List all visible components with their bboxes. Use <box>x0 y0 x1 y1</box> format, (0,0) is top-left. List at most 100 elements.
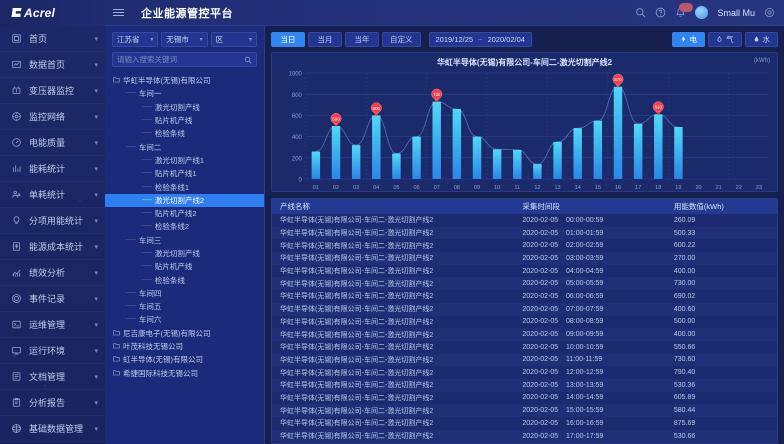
table-row[interactable]: 华虹半导体(无锡)有限公司-车间二-激光切割产线2 2020-02-05 06:0… <box>272 290 777 303</box>
tree-node[interactable]: ── 激光切割产线 <box>113 247 264 260</box>
sidebar-item-label: 监控网络 <box>29 112 66 122</box>
period-tab-3[interactable]: 自定义 <box>382 31 421 47</box>
tree-node[interactable]: ── 车间四 <box>113 287 264 300</box>
tree-node[interactable]: ── 贴片机产线 <box>113 114 264 127</box>
sidebar-item-6[interactable]: 单耗统计 ▾ <box>0 182 105 208</box>
tree-node[interactable]: ── 检验条线1 <box>113 180 264 193</box>
period-tab-1[interactable]: 当月 <box>308 31 342 47</box>
table-row[interactable]: 华虹半导体(无锡)有限公司-车间二-激光切割产线2 2020-02-05 01:0… <box>272 226 777 240</box>
top-bar: Acrel 企业能源管控平台 Small Mu <box>0 0 784 26</box>
table-row[interactable]: 华虹半导体(无锡)有限公司-车间二-激光切割产线2 2020-02-05 10:0… <box>272 340 777 354</box>
tree-node-label: 车间五 <box>138 302 162 312</box>
table-row[interactable]: 华虹半导体(无锡)有限公司-车间二-激光切割产线2 2020-02-05 02:0… <box>272 239 777 253</box>
energy-bar-chart[interactable]: 0 200 400 600 800 1000 01 02 03 04 05 06 07 08 09 10 11 1… <box>272 67 777 192</box>
tree-node[interactable]: 华虹半导体(无锡)有限公司 <box>113 74 264 87</box>
tree-node[interactable]: 尼吉康电子(无锡)有限公司 <box>113 327 264 340</box>
tree-node[interactable]: 叶茂科技无锡公司 <box>113 340 264 353</box>
sidebar-item-7[interactable]: 分项用能统计 ▾ <box>0 208 105 234</box>
table-row[interactable]: 华虹半导体(无锡)有限公司-车间二-激光切割产线2 2020-02-05 14:0… <box>272 391 777 405</box>
cell-value: 550.66 <box>673 343 696 351</box>
tree-node[interactable]: ── 激光切割产线1 <box>113 154 264 167</box>
column-header-value[interactable]: 用能数值(kWh) <box>665 199 777 214</box>
brand-logo[interactable]: Acrel <box>0 0 105 26</box>
region-select-2[interactable]: 区 ▾ <box>210 32 257 47</box>
tree-node-label: 激光切割产线1 <box>154 155 205 165</box>
svg-text:800: 800 <box>292 93 303 99</box>
bell-icon[interactable] <box>675 3 694 18</box>
sidebar-item-5[interactable]: 能耗统计 ▾ <box>0 156 105 182</box>
tree-node[interactable]: ── 检验条线2 <box>113 220 264 233</box>
cell-time-range: 01:00-01:59 <box>565 229 604 237</box>
sidebar-item-2[interactable]: 变压器监控 ▾ <box>0 78 105 104</box>
column-header-name[interactable]: 产线名称 <box>272 199 515 214</box>
region-select-1[interactable]: 无锡市 ▾ <box>161 32 208 47</box>
sidebar-item-12[interactable]: 运行环境 ▾ <box>0 338 105 364</box>
energy-type-button-0[interactable]: 电 <box>671 31 705 47</box>
table-row[interactable]: 华虹半导体(无锡)有限公司-车间二-激光切割产线2 2020-02-05 15:0… <box>272 404 777 417</box>
search-icon[interactable] <box>635 7 646 18</box>
menu-toggle-icon[interactable] <box>105 9 131 16</box>
tree-node[interactable]: ── 车间二 <box>113 140 264 153</box>
cell-line-name: 华虹半导体(无锡)有限公司-车间二-激光切割产线2 <box>280 268 434 276</box>
cell-time-range: 03:00-03:59 <box>565 254 604 262</box>
table-row[interactable]: 华虹半导体(无锡)有限公司-车间二-激光切割产线2 2020-02-05 13:0… <box>272 378 777 392</box>
table-row[interactable]: 华虹半导体(无锡)有限公司-车间二-激光切割产线2 2020-02-05 12:0… <box>272 366 777 379</box>
sidebar-item-9[interactable]: 绩效分析 ▾ <box>0 260 105 286</box>
table-row[interactable]: 华虹半导体(无锡)有限公司-车间二-激光切割产线2 2020-02-05 16:0… <box>272 417 777 430</box>
main-toolbar: 当日 当月 当年 自定义 2019/12/25 ~ 2020/02/04 电 气 水 <box>265 26 784 52</box>
table-row[interactable]: 华虹半导体(无锡)有限公司-车间二-激光切割产线2 2020-02-05 07:0… <box>272 302 777 316</box>
table-row[interactable]: 华虹半导体(无锡)有限公司-车间二-激光切割产线2 2020-02-05 03:0… <box>272 252 777 265</box>
tree-node[interactable]: ── 激光切割产线 <box>113 101 264 114</box>
energy-type-button-2[interactable]: 水 <box>744 31 778 47</box>
table-row[interactable]: 华虹半导体(无锡)有限公司-车间二-激光切割产线2 2020-02-05 08:0… <box>272 315 777 329</box>
period-tab-0[interactable]: 当日 <box>271 31 305 47</box>
cell-time-range: 07:00-07:59 <box>565 305 604 313</box>
table-row[interactable]: 华虹半导体(无锡)有限公司-车间二-激光切割产线2 2020-02-05 00:0… <box>272 214 777 227</box>
svg-text:07: 07 <box>434 185 440 191</box>
sidebar-item-10[interactable]: 事件记录 ▾ <box>0 286 105 312</box>
date-range-picker[interactable]: 2019/12/25 ~ 2020/02/04 <box>428 31 532 47</box>
tree-node[interactable]: ── 贴片机产线2 <box>113 207 264 220</box>
table-row[interactable]: 华虹半导体(无锡)有限公司-车间二-激光切割产线2 2020-02-05 17:0… <box>272 429 777 443</box>
sidebar-item-8[interactable]: 能源成本统计 ▾ <box>0 234 105 260</box>
region-select-0[interactable]: 江苏省 ▾ <box>112 32 159 47</box>
tree-search-input[interactable] <box>117 55 244 64</box>
tree-node[interactable]: ── 车间六 <box>113 313 264 326</box>
sidebar-item-3[interactable]: 监控网络 ▾ <box>0 104 105 130</box>
sidebar-item-11[interactable]: 运维管理 ▾ <box>0 312 105 338</box>
tree-node[interactable]: ── 贴片机产线 <box>113 260 264 273</box>
tree-node-selected[interactable]: ── 激光切割产线2 <box>105 193 264 207</box>
table-row[interactable]: 华虹半导体(无锡)有限公司-车间二-激光切割产线2 2020-02-05 11:0… <box>272 353 777 367</box>
tree-node[interactable]: ── 车间三 <box>113 234 264 247</box>
sidebar-item-15[interactable]: 基础数据管理 ▾ <box>0 416 105 442</box>
help-icon[interactable] <box>655 7 666 18</box>
cell-value: 605.89 <box>673 394 696 402</box>
sidebar-item-13[interactable]: 文档管理 ▾ <box>0 364 105 390</box>
period-tab-2[interactable]: 当年 <box>345 31 379 47</box>
chevron-down-icon: ▾ <box>94 191 98 199</box>
svg-text:10: 10 <box>494 185 500 191</box>
tree-node[interactable]: 希捷国际科技无锡公司 <box>113 367 264 380</box>
sidebar-item-4[interactable]: 电能质量 ▾ <box>0 130 105 156</box>
tree-node[interactable]: ── 车间五 <box>113 300 264 313</box>
avatar[interactable] <box>695 6 709 19</box>
sidebar-item-1[interactable]: 数据首页 ▾ <box>0 52 105 78</box>
svg-text:500: 500 <box>332 116 340 121</box>
tree-node[interactable]: ── 车间一 <box>113 87 264 100</box>
table-row[interactable]: 华虹半导体(无锡)有限公司-车间二-激光切割产线2 2020-02-05 04:0… <box>272 264 777 278</box>
tree-node-label: 叶茂科技无锡公司 <box>123 342 183 352</box>
column-header-time[interactable]: 采集时间段 <box>514 199 666 214</box>
tree-node[interactable]: ── 检验条线 <box>113 127 264 140</box>
tree-node[interactable]: ── 贴片机产线1 <box>113 167 264 180</box>
tree-node[interactable]: ── 检验条线 <box>113 273 264 286</box>
settings-icon[interactable] <box>764 7 775 18</box>
sidebar-item-0[interactable]: 首页 ▾ <box>0 26 105 52</box>
tree-node[interactable]: 虹半导体(无锡)有限公司 <box>113 353 264 366</box>
sidebar-item-14[interactable]: 分析报告 ▾ <box>0 390 105 416</box>
table-row[interactable]: 华虹半导体(无锡)有限公司-车间二-激光切割产线2 2020-02-05 05:0… <box>272 277 777 291</box>
energy-type-button-1[interactable]: 气 <box>708 31 742 47</box>
tree-search-box[interactable] <box>112 52 257 67</box>
chevron-down-icon: ▾ <box>94 321 98 329</box>
table-row[interactable]: 华虹半导体(无锡)有限公司-车间二-激光切割产线2 2020-02-05 09:0… <box>272 328 777 341</box>
